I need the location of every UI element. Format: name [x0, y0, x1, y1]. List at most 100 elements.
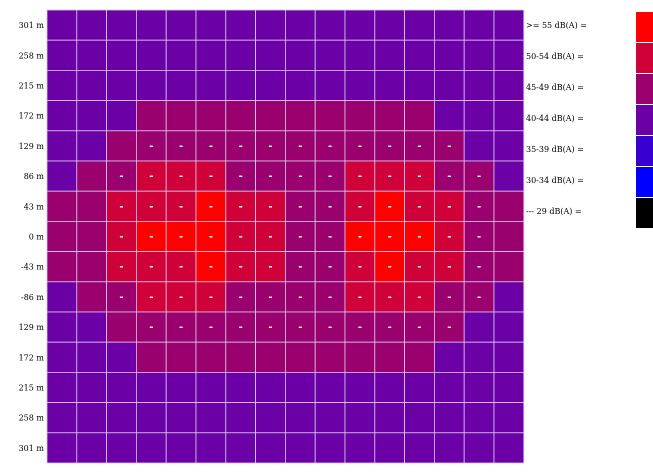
legend-label: 40-44 dB(A) = [526, 114, 584, 123]
heatmap-cell [493, 130, 525, 162]
cell-marker: - [298, 171, 302, 182]
cell-marker: - [477, 201, 481, 212]
heatmap-cell [433, 341, 465, 373]
heatmap-cell [106, 371, 137, 403]
heatmap-cell [374, 341, 405, 373]
heatmap-cell [433, 9, 465, 41]
heatmap-cell [314, 432, 346, 464]
heatmap-cell [463, 341, 495, 373]
heatmap-cell [404, 130, 435, 162]
cell-marker: - [388, 232, 392, 243]
legend-label: 50-54 dB(A) = [526, 52, 584, 61]
cell-marker: - [328, 232, 332, 243]
heatmap-cell [46, 160, 78, 192]
heatmap-cell [374, 160, 405, 192]
heatmap-cell [106, 70, 137, 102]
y-tick-label: 215 m [19, 82, 45, 91]
heatmap-cell [76, 130, 108, 162]
cell-marker: - [358, 141, 362, 152]
heatmap-cell [46, 9, 78, 41]
heatmap-cell [433, 220, 465, 252]
cell-marker: - [298, 232, 302, 243]
heatmap-cell [255, 39, 286, 71]
cell-marker: - [328, 322, 332, 333]
heatmap-cell [404, 70, 435, 102]
heatmap-cell [106, 9, 137, 41]
heatmap-cell [135, 130, 167, 162]
heatmap-cell [463, 100, 495, 132]
cell-marker: - [239, 262, 243, 273]
cell-marker: - [209, 232, 213, 243]
heatmap-cell [463, 371, 495, 403]
legend-label: >= 55 dB(A) = [526, 21, 587, 30]
heatmap-cell [314, 220, 346, 252]
cell-marker: - [209, 322, 213, 333]
heatmap-cell [314, 341, 346, 373]
heatmap-cell [284, 371, 316, 403]
heatmap-cell [493, 402, 525, 434]
heatmap-cell [106, 432, 137, 464]
heatmap-cell [404, 39, 435, 71]
heatmap-cell [255, 160, 286, 192]
cell-marker: - [388, 171, 392, 182]
heatmap-cell [255, 341, 286, 373]
cell-marker: - [417, 322, 421, 333]
heatmap-cell [225, 100, 257, 132]
heatmap-cell [493, 100, 525, 132]
cell-marker: - [417, 201, 421, 212]
heatmap-cell [135, 9, 167, 41]
cell-marker: - [119, 262, 123, 273]
y-tick-label: 43 m [24, 202, 45, 211]
heatmap-cell [433, 100, 465, 132]
heatmap-cell [225, 402, 257, 434]
heatmap-cell [284, 39, 316, 71]
heatmap-cell [493, 341, 525, 373]
heatmap-cell [404, 402, 435, 434]
heatmap-cell [493, 39, 525, 71]
heatmap-cell [463, 432, 495, 464]
heatmap-cell [106, 39, 137, 71]
heatmap-cell [225, 432, 257, 464]
y-tick-label: -86 m [21, 293, 44, 302]
heatmap-cell [46, 220, 78, 252]
heatmap-cell [493, 190, 525, 222]
cell-marker: - [477, 171, 481, 182]
cell-marker: - [239, 201, 243, 212]
heatmap-cell [135, 402, 167, 434]
cell-marker: - [298, 322, 302, 333]
heatmap-cell [106, 100, 137, 132]
legend-swatch [636, 74, 653, 104]
cell-marker: - [268, 201, 272, 212]
heatmap-cell [106, 311, 137, 343]
cell-marker: - [417, 262, 421, 273]
heatmap-cell [404, 251, 435, 283]
heatmap-cell [463, 190, 495, 222]
heatmap-cell [255, 100, 286, 132]
heatmap-cell [106, 251, 137, 283]
heatmap-cell [76, 220, 108, 252]
heatmap-cell [76, 371, 108, 403]
heatmap-cell [255, 311, 286, 343]
heatmap-cell [314, 39, 346, 71]
heatmap-cell [493, 70, 525, 102]
heatmap-cell [374, 281, 405, 313]
y-tick-label: 172 m [19, 112, 45, 121]
cell-marker: - [477, 262, 481, 273]
heatmap-cells: - - - - - - - - - - - - - - - - - - - - - - - - - - - - - - - - - - - - - - - -… [46, 9, 525, 464]
heatmap-cell [493, 371, 525, 403]
heatmap-cell [433, 371, 465, 403]
heatmap-cell [165, 39, 197, 71]
cell-marker: - [447, 322, 451, 333]
heatmap-cell [493, 220, 525, 252]
heatmap-cell [76, 190, 108, 222]
cell-marker: - [328, 201, 332, 212]
heatmap-cell [344, 281, 376, 313]
heatmap-cell [76, 311, 108, 343]
cell-marker: - [119, 292, 123, 303]
cell-marker: - [388, 292, 392, 303]
cell-marker: - [239, 322, 243, 333]
cell-marker: - [298, 141, 302, 152]
heatmap-cell [374, 371, 405, 403]
heatmap-cell [314, 371, 346, 403]
cell-marker: - [149, 201, 153, 212]
